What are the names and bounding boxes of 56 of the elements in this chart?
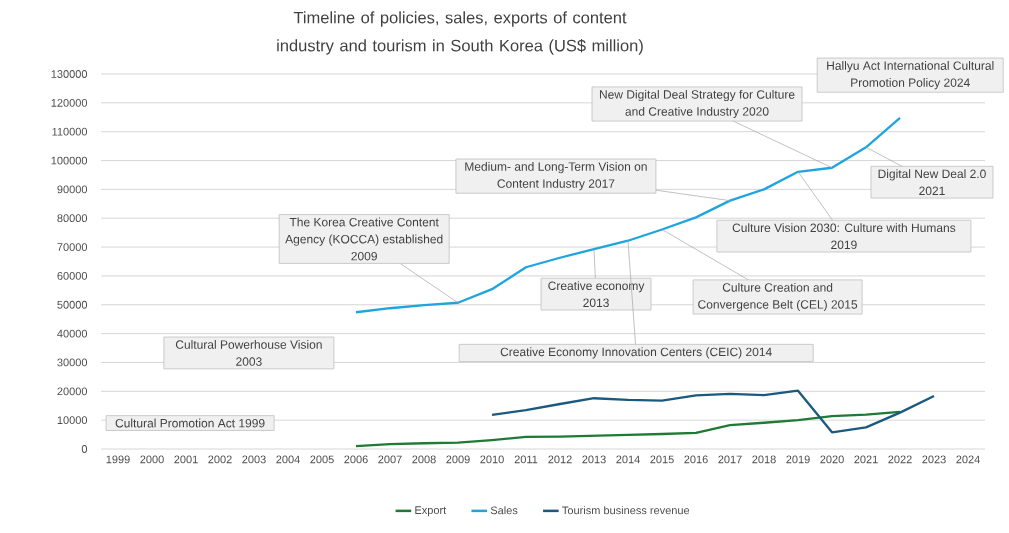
legend-label: Export <box>415 506 447 517</box>
legend-label: Tourism business revenue <box>562 506 690 515</box>
annotation: Medium- and Long-Term Vision on Content Industry 2017 <box>465 162 647 191</box>
x-tick-label: 2002 <box>208 455 232 464</box>
y-tick-label: 110000 <box>52 127 88 136</box>
y-tick-label: 80000 <box>57 214 88 223</box>
x-tick-label: 2011 <box>514 455 538 464</box>
x-tick-label: 2005 <box>310 455 334 464</box>
x-tick-label: 1999 <box>106 455 130 464</box>
x-tick-label: 2017 <box>718 455 742 464</box>
x-tick-label: 2023 <box>922 455 946 464</box>
y-tick-label: 10000 <box>57 416 88 425</box>
x-tick-label: 2007 <box>378 455 402 464</box>
x-tick-label: 2019 <box>786 455 810 464</box>
legend-label: Sales <box>490 506 518 515</box>
x-tick-label: 2008 <box>412 455 436 464</box>
x-tick-label: 2009 <box>446 455 470 464</box>
x-tick-label: 2024 <box>956 455 980 464</box>
y-tick-label: 90000 <box>57 185 88 194</box>
y-tick-label: 0 <box>81 445 88 453</box>
chart-title: Timeline of policies, sales, exports of content industry and tourism in South Korea (US$ million) <box>277 11 643 55</box>
x-tick-label: 2004 <box>276 455 300 464</box>
x-tick-label: 2021 <box>854 455 878 464</box>
y-tick-label: 30000 <box>57 358 88 367</box>
x-tick-label: 2020 <box>820 455 844 464</box>
annotation: Culture Creation and Convergence Belt (CEL) 2015 <box>698 282 858 312</box>
y-tick-label: 100000 <box>51 156 88 165</box>
annotation: Digital New Deal 2.0 2021 <box>878 169 986 196</box>
annotation: New Digital Deal Strategy for Culture and Creative Industry 2020 <box>599 89 795 119</box>
x-tick-label: 2015 <box>650 455 674 464</box>
x-tick-label: 2003 <box>242 455 266 464</box>
x-tick-label: 2016 <box>684 455 708 464</box>
x-tick-label: 2013 <box>582 455 606 464</box>
x-tick-label: 2012 <box>548 455 572 464</box>
y-tick-label: 20000 <box>57 387 88 396</box>
annotation: The Korea Creative Content Agency (KOCCA) established 2009 <box>285 217 443 261</box>
annotation: Cultural Promotion Act 1999 <box>115 418 265 428</box>
x-tick-label: 2006 <box>344 455 368 464</box>
y-tick-label: 50000 <box>57 300 88 309</box>
annotation: Creative Economy Innovation Centers (CEIC) 2014 <box>500 347 772 359</box>
x-tick-label: 2018 <box>752 455 776 464</box>
line-series <box>490 389 936 434</box>
y-tick-label: 40000 <box>57 329 88 338</box>
x-tick-label: 2014 <box>616 455 640 464</box>
x-tick-label: 2022 <box>888 455 912 464</box>
annotation: Cultural Powerhouse Vision 2003 <box>175 340 322 366</box>
annotation: Creative economy 2013 <box>548 281 645 308</box>
annotation: Hallyu Act International Cultural Promotion Policy 2024 <box>827 61 994 90</box>
x-tick-label: 2010 <box>480 455 504 464</box>
y-tick-label: 130000 <box>51 70 88 78</box>
x-tick-label: 2001 <box>174 455 198 464</box>
annotation: Culture Vision 2030: Culture with Humans 2019 <box>732 223 956 250</box>
y-tick-label: 120000 <box>51 98 88 107</box>
y-tick-label: 60000 <box>57 272 88 280</box>
x-tick-label: 2000 <box>140 455 164 464</box>
y-tick-label: 70000 <box>57 243 88 251</box>
